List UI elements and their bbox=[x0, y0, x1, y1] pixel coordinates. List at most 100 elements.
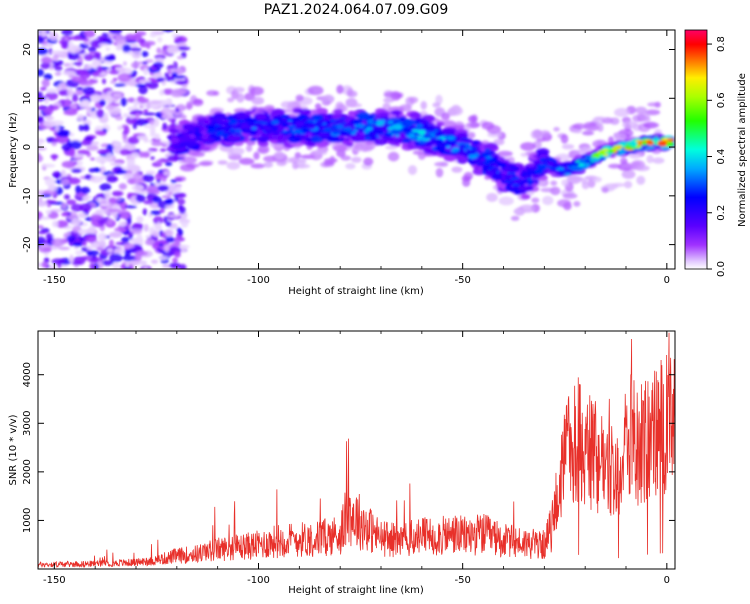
spectrogram-cell bbox=[135, 194, 146, 203]
spectrogram-cell bbox=[88, 46, 97, 53]
spectrogram-cell bbox=[165, 221, 172, 227]
spectrogram-cell bbox=[288, 157, 300, 164]
spectrogram-cell bbox=[392, 124, 403, 130]
spectrogram-cell bbox=[38, 262, 43, 268]
spectrogram-cell bbox=[550, 180, 558, 186]
spectrogram-cell bbox=[234, 128, 241, 133]
spectrogram-cell bbox=[69, 132, 75, 137]
spectrogram-cell bbox=[446, 145, 451, 149]
spectrogram-cell bbox=[90, 94, 101, 103]
spectrogram-cell bbox=[79, 71, 91, 80]
spectrogram-cell bbox=[111, 191, 123, 197]
spectrogram-cell bbox=[520, 208, 534, 213]
spectrogram-cell bbox=[132, 122, 137, 130]
spectrogram-cell bbox=[135, 113, 140, 118]
spectrogram-cell bbox=[99, 202, 109, 207]
spectrogram-cell bbox=[43, 120, 56, 127]
spectrogram-cell bbox=[194, 99, 203, 104]
spectrogram-cell bbox=[227, 134, 241, 142]
spectrogram-cell bbox=[92, 263, 99, 269]
spectrogram-cell bbox=[622, 120, 638, 129]
spectrogram-cell bbox=[40, 193, 52, 198]
spectrogram-cell bbox=[167, 46, 180, 54]
spectrogram-cell bbox=[169, 262, 181, 269]
spectrogram-cell bbox=[434, 131, 445, 137]
spectrogram-cell bbox=[561, 179, 569, 187]
spectrogram-cell bbox=[38, 230, 47, 235]
spectrogram-cell bbox=[513, 208, 523, 215]
spectrogram-cell bbox=[54, 65, 63, 71]
spectrogram-cell bbox=[272, 131, 280, 135]
spectrogram-cell bbox=[143, 137, 149, 143]
spectrogram-cell bbox=[38, 91, 43, 97]
spectrogram-cell bbox=[233, 108, 248, 114]
spectrogram-cell bbox=[483, 160, 491, 165]
spectrogram-cell bbox=[120, 236, 130, 243]
spectrogram-cell bbox=[292, 161, 299, 170]
spectrogram-cell bbox=[167, 155, 180, 162]
spectrogram-cell bbox=[165, 229, 173, 237]
spectrogram-cell bbox=[251, 126, 257, 130]
spectrogram-cell bbox=[63, 194, 70, 200]
spectrogram-cell bbox=[206, 90, 218, 97]
spectrogram-cell bbox=[51, 238, 65, 247]
spectrogram-cell bbox=[623, 180, 633, 189]
spectrogram-cell bbox=[372, 125, 380, 129]
spectrogram-cell bbox=[170, 138, 180, 144]
spectrogram-cell bbox=[448, 106, 463, 116]
spectrogram-cell bbox=[573, 162, 580, 166]
spectrogram-cell bbox=[417, 129, 427, 135]
spectrogram-cell bbox=[473, 165, 481, 170]
spectrogram-cell bbox=[152, 216, 164, 225]
spectrogram-cell bbox=[38, 225, 44, 229]
spectrogram-cell bbox=[67, 52, 80, 61]
spectrogram-cell bbox=[484, 148, 491, 152]
spectrogram-cell bbox=[560, 134, 569, 144]
spectrogram-cell bbox=[88, 168, 96, 173]
spectrogram-cell bbox=[345, 122, 352, 126]
spectrogram-cell bbox=[486, 192, 498, 203]
spectrogram-cell bbox=[423, 134, 432, 139]
spectrogram-cell bbox=[229, 147, 245, 156]
spectrogram-cell bbox=[263, 161, 274, 168]
spectrogram-cell bbox=[233, 86, 245, 93]
spectrogram-cell bbox=[156, 221, 161, 230]
spectrogram-cell bbox=[114, 83, 126, 87]
spectrogram-cell bbox=[137, 177, 142, 184]
spectrogram-cell bbox=[132, 222, 144, 229]
spectrogram-cell bbox=[180, 131, 186, 135]
spectrogram-cell bbox=[66, 199, 77, 205]
spectrogram-cell bbox=[48, 31, 59, 41]
spectrogram-cell bbox=[432, 102, 441, 108]
spectrogram-cell bbox=[124, 40, 138, 44]
spectrogram-cell bbox=[91, 242, 100, 249]
spectrogram-cell bbox=[138, 97, 150, 104]
spectrogram-cell bbox=[41, 163, 56, 168]
spectrogram-cell bbox=[145, 170, 156, 175]
spectrogram-cell bbox=[249, 137, 257, 142]
spectrogram-cell bbox=[275, 117, 282, 121]
spectrogram-cell bbox=[530, 129, 543, 140]
spectrogram-cell bbox=[284, 130, 293, 135]
spectrogram-cell bbox=[115, 169, 128, 175]
spectrogram-cell bbox=[84, 234, 97, 243]
spectrogram-cell bbox=[152, 196, 162, 204]
spectrogram-cell bbox=[106, 175, 118, 183]
spectrogram-cell bbox=[227, 97, 235, 103]
spectrogram-cell bbox=[257, 144, 270, 154]
spectrogram-cell bbox=[582, 130, 595, 136]
spectrogram-cell bbox=[307, 85, 324, 96]
spectrogram-cell bbox=[52, 154, 57, 161]
spectrogram-cell bbox=[133, 99, 138, 108]
spectrogram-cell bbox=[38, 147, 47, 151]
spectrogram-cell bbox=[124, 266, 131, 269]
spectrogram-cell bbox=[405, 125, 410, 128]
spectrogram-cell bbox=[376, 121, 385, 126]
spectrogram-cell bbox=[313, 117, 320, 121]
spectrogram-cell bbox=[38, 244, 51, 248]
spectrogram-cell bbox=[415, 123, 423, 129]
spectrogram-cell bbox=[527, 180, 535, 185]
spectrogram-cell bbox=[198, 161, 213, 167]
spectrogram-cell bbox=[112, 141, 122, 148]
spectrogram-cell bbox=[79, 203, 92, 213]
